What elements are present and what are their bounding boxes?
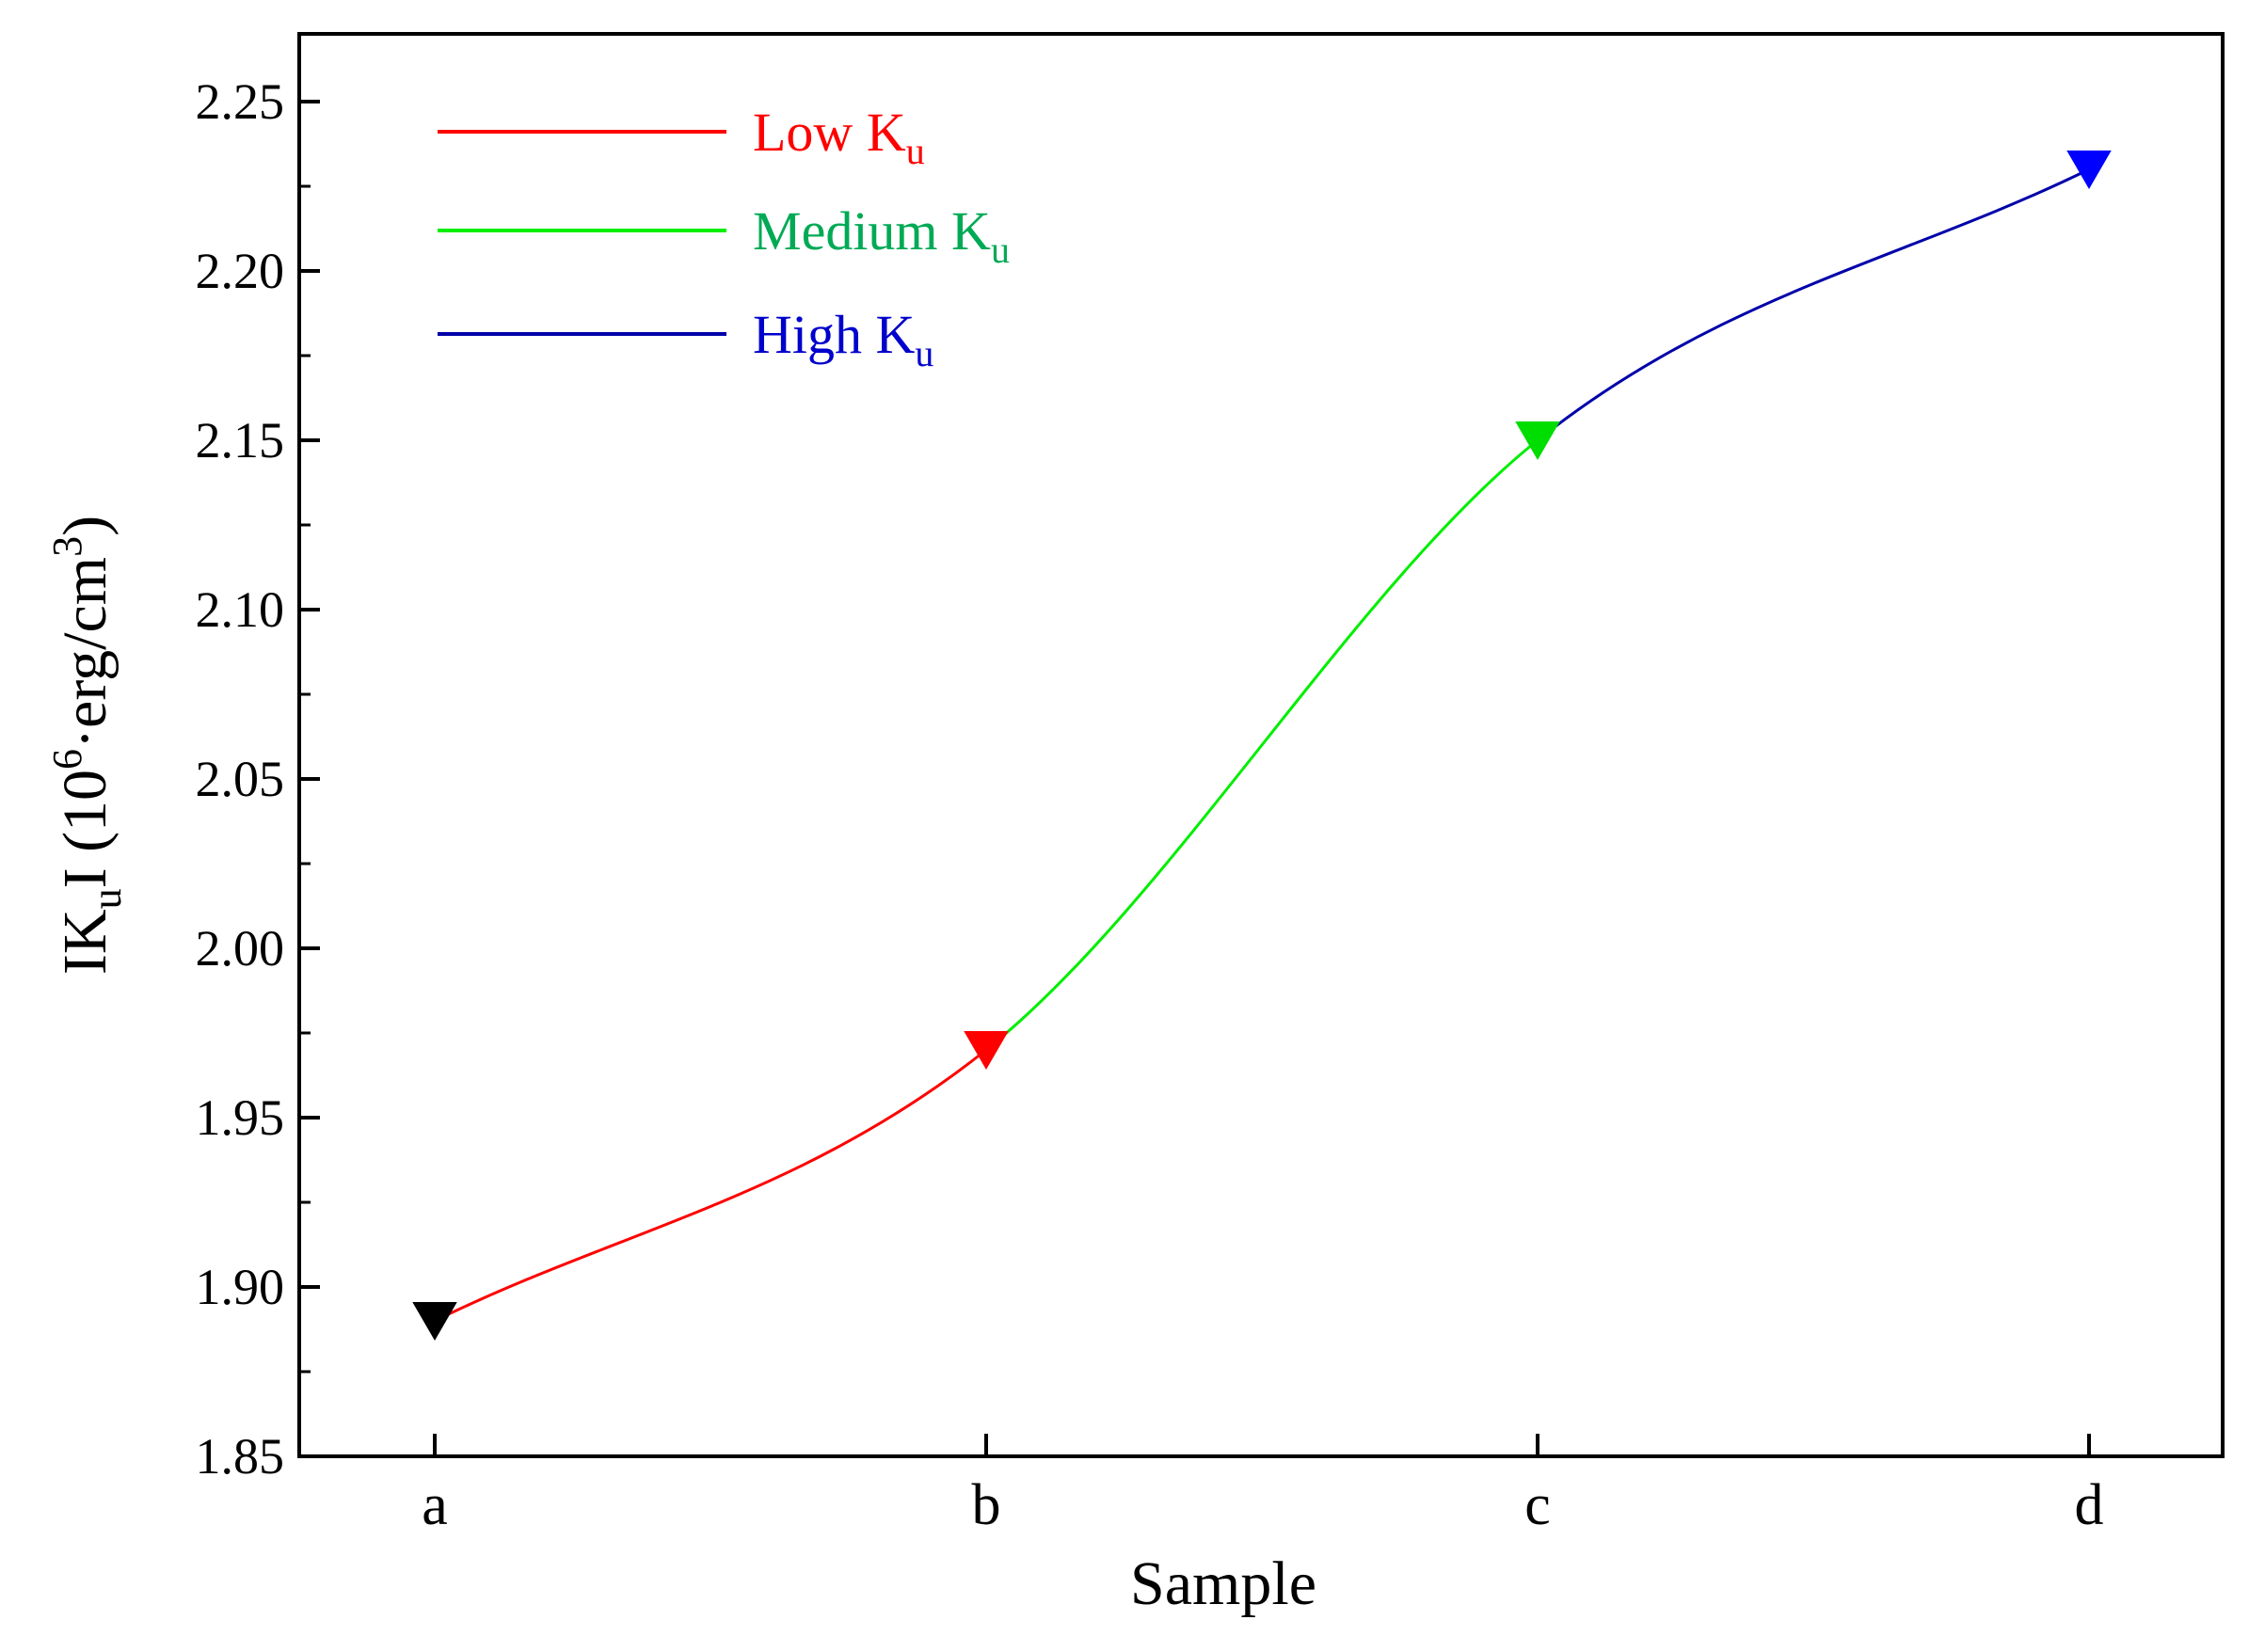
y-tick-label: 2.10 [196,581,285,638]
curves [434,167,2090,1323]
x-axis: a b c d [422,1434,2104,1537]
y-title-prefix: IK [51,909,120,975]
series-line [1537,167,2090,442]
series-line [985,438,1539,1052]
data-marker [412,1302,457,1341]
x-tick-label: b [972,1473,1001,1537]
y-tick-label: 1.85 [196,1428,285,1485]
legend-label: Medium Ku [753,200,1010,271]
y-title-middle: I (10 [51,770,120,888]
legend-label: Low Ku [753,102,925,172]
legend-label-sub: u [991,229,1010,271]
legend-label: High Ku [753,304,933,374]
y-tick-label: 1.95 [196,1089,285,1146]
legend-label-main: High K [753,304,916,365]
y-tick-label: 1.90 [196,1259,285,1315]
x-axis-title: Sample [1130,1549,1316,1618]
y-title-unit: ·erg/cm [51,557,120,749]
data-marker [2066,151,2112,189]
legend-label-sub: u [906,130,925,172]
y-axis: 1.85 1.90 1.95 2.00 2.05 2.10 2.15 2.20 2.25 [196,73,320,1485]
data-markers [412,151,2112,1341]
y-title-power: 6 [44,749,90,770]
y-tick-label: 2.20 [196,243,285,299]
y-title-prefix-sub: u [84,888,130,909]
legend-label-main: Low K [753,102,906,163]
y-tick-label: 2.05 [196,751,285,807]
x-tick-label: d [2075,1473,2104,1537]
data-marker [1515,421,1560,460]
plot-frame [297,32,2225,1458]
y-title-suffix: ) [51,516,120,536]
y-axis-title-group: IKuI (106·erg/cm3) [44,516,130,975]
x-tick-label: c [1524,1473,1551,1537]
series-line [434,1048,987,1323]
y-tick-label: 2.15 [196,412,285,469]
y-tick-label: 2.25 [196,73,285,130]
legend-label-sub: u [915,332,933,374]
data-marker [964,1031,1009,1070]
y-axis-title: IKuI (106·erg/cm3) [44,516,130,975]
y-tick-label: 2.00 [196,920,285,977]
x-tick-label: a [422,1473,448,1537]
legend-label-main: Medium K [753,200,991,262]
y-title-unit-power: 3 [44,536,90,557]
